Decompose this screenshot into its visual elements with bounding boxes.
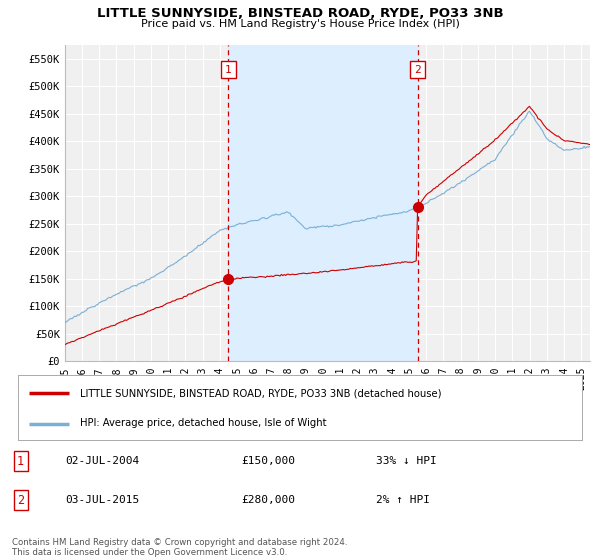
Text: 33% ↓ HPI: 33% ↓ HPI — [376, 456, 437, 466]
Text: £280,000: £280,000 — [241, 496, 295, 506]
Text: 1: 1 — [17, 455, 24, 468]
Text: 2: 2 — [17, 494, 24, 507]
Text: LITTLE SUNNYSIDE, BINSTEAD ROAD, RYDE, PO33 3NB: LITTLE SUNNYSIDE, BINSTEAD ROAD, RYDE, P… — [97, 7, 503, 20]
Bar — [229, 45, 418, 361]
Text: Price paid vs. HM Land Registry's House Price Index (HPI): Price paid vs. HM Land Registry's House … — [140, 19, 460, 29]
Text: 1: 1 — [225, 64, 232, 74]
Text: 03-JUL-2015: 03-JUL-2015 — [65, 496, 139, 506]
Text: Contains HM Land Registry data © Crown copyright and database right 2024.
This d: Contains HM Land Registry data © Crown c… — [12, 538, 347, 557]
Text: HPI: Average price, detached house, Isle of Wight: HPI: Average price, detached house, Isle… — [80, 418, 326, 428]
Text: 02-JUL-2004: 02-JUL-2004 — [65, 456, 139, 466]
Text: 2: 2 — [414, 64, 421, 74]
Text: LITTLE SUNNYSIDE, BINSTEAD ROAD, RYDE, PO33 3NB (detached house): LITTLE SUNNYSIDE, BINSTEAD ROAD, RYDE, P… — [80, 388, 442, 398]
Text: £150,000: £150,000 — [241, 456, 295, 466]
Text: 2% ↑ HPI: 2% ↑ HPI — [376, 496, 430, 506]
